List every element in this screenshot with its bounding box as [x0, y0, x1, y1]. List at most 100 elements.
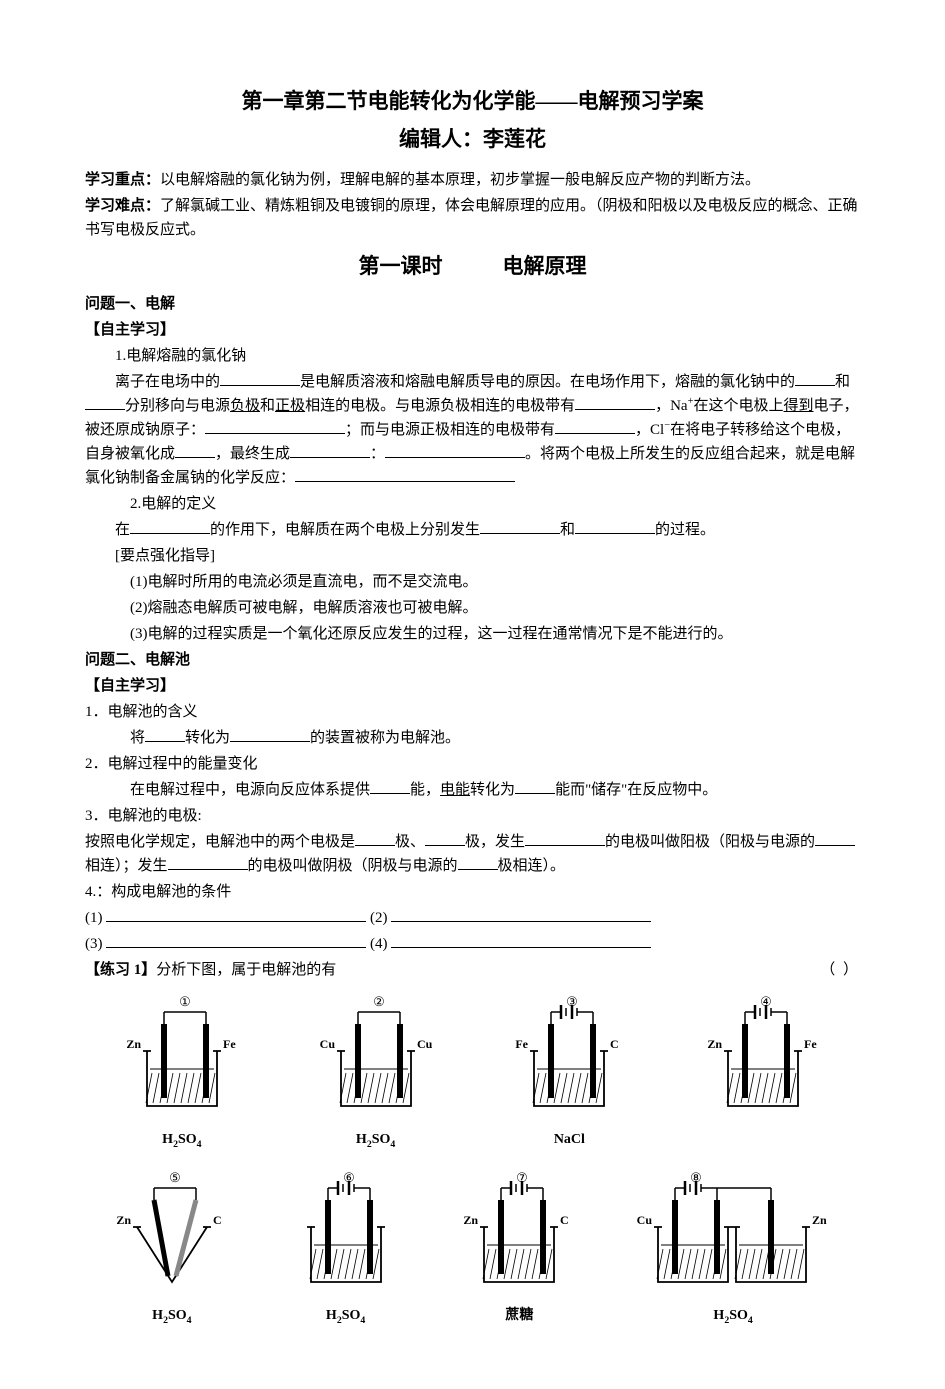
t: 极、: [395, 834, 425, 850]
t: 在电解过程中，电源向反应体系提供: [130, 782, 370, 798]
q1-item1-title: 1.电解熔融的氯化钠: [85, 344, 860, 368]
conds-row2: (3) (4): [85, 932, 860, 956]
answer-paren: （ ）: [820, 958, 860, 982]
svg-text:①: ①: [179, 996, 191, 1009]
blank: [290, 443, 370, 458]
t: 的作用下，电解质在两个电极上分别发生: [210, 522, 480, 538]
q2-title: 问题二、电解池: [85, 648, 860, 672]
cell-5: ⑤ Zn C H2SO4: [97, 1172, 247, 1328]
conds-row1: (1) (2): [85, 906, 860, 930]
t: 和: [835, 374, 850, 390]
cell-bottom-3: NaCl: [554, 1129, 585, 1151]
t: 按照电化学规定，电解池中的两个电极是: [85, 834, 355, 850]
blank: [458, 855, 498, 870]
q1-p1: 离子在电场中的是电解质溶液和熔融电解质导电的原因。在电场作用下，熔融的氯化钠中的…: [85, 370, 860, 490]
t: 极相连）。: [498, 858, 566, 874]
t: 分别移向与电源: [125, 398, 230, 414]
t: ，最终生成: [215, 446, 290, 462]
focus-label: 学习重点：: [85, 172, 160, 188]
cell-bottom-5: H2SO4: [152, 1305, 191, 1328]
blank: [575, 395, 655, 410]
blank: [795, 371, 835, 386]
t: 将: [130, 730, 145, 746]
blank: [205, 419, 345, 434]
blank: [106, 907, 366, 922]
t: 在: [115, 522, 130, 538]
t: 离子在电场中的: [115, 374, 220, 390]
cell-3: ③ Fe C NaCl: [494, 996, 644, 1152]
cell-svg-3: ③ Fe C: [494, 996, 644, 1126]
t: 在这个电极上: [694, 398, 784, 414]
practice-1: 【练习 1】分析下图，属于电解池的有 （ ）: [85, 958, 860, 982]
blank: [391, 907, 651, 922]
t: ；而与电源正极相连的电极带有: [345, 422, 555, 438]
blank: [391, 933, 651, 948]
q2-i2: 2．电解过程中的能量变化: [85, 752, 860, 776]
svg-text:Fe: Fe: [804, 1037, 817, 1051]
svg-text:C: C: [213, 1213, 222, 1227]
svg-text:C: C: [610, 1037, 619, 1051]
t: 负极: [230, 398, 260, 414]
t: 和: [560, 522, 575, 538]
q1-selfstudy: 【自主学习】: [85, 318, 860, 342]
t: 能而"储存"在反应物中。: [555, 782, 717, 798]
svg-text:C: C: [560, 1213, 569, 1227]
t: 的装置被称为电解池。: [310, 730, 460, 746]
q2-i4: 4.：构成电解池的条件: [85, 880, 860, 904]
t: 电能: [440, 782, 470, 798]
t: 和: [260, 398, 275, 414]
cell-svg-8: ⑧ Cu Zn: [618, 1172, 848, 1302]
t: 正极: [275, 398, 305, 414]
cell-bottom-1: H2SO4: [162, 1129, 201, 1152]
svg-text:⑤: ⑤: [169, 1172, 181, 1185]
doc-editor: 编辑人：李莲花: [85, 123, 860, 157]
difficulty-text: 了解氯碱工业、精炼粗铜及电镀铜的原理，体会电解原理的应用。（阴极和阳极以及电极反…: [85, 198, 858, 238]
cell-svg-2: ② Cu Cu: [301, 996, 451, 1126]
cell-svg-4: ④ Zn Fe: [688, 996, 838, 1126]
blank: [85, 395, 125, 410]
cell-bottom-7: 蔗糖: [505, 1305, 533, 1327]
svg-text:Zn: Zn: [464, 1213, 479, 1227]
t: ：: [370, 446, 385, 462]
blank: [555, 419, 635, 434]
cell-7: ⑦ Zn C 蔗糖: [444, 1172, 594, 1328]
blank: [130, 519, 210, 534]
blank: [145, 727, 185, 742]
g1: (1)电解时所用的电流必须是直流电，而不是交流电。: [85, 570, 860, 594]
cell-2: ② Cu Cu H2SO4: [301, 996, 451, 1152]
cell-bottom-6: H2SO4: [326, 1305, 365, 1328]
cell-svg-5: ⑤ Zn C: [97, 1172, 247, 1302]
blank: [815, 831, 855, 846]
q2-i1: 1．电解池的含义: [85, 700, 860, 724]
q2-i3: 3．电解池的电极:: [85, 804, 860, 828]
cell-bottom-8: H2SO4: [713, 1305, 752, 1328]
lesson-right: 电解原理: [503, 254, 587, 278]
t: (3)电解的过程实质是一个氧化还原反应发生的过程，这一过程在通常情况下是不能进行…: [130, 626, 733, 642]
t: 转化为: [470, 782, 515, 798]
svg-text:Zn: Zn: [707, 1037, 722, 1051]
t: 得到: [784, 398, 814, 414]
diagram-row-2: ⑤ Zn C H2SO4 ⑥: [85, 1172, 860, 1328]
lesson-left: 第一课时: [359, 254, 443, 278]
t: (2): [370, 910, 388, 926]
svg-text:Zn: Zn: [126, 1037, 141, 1051]
cell-4: ④ Zn Fe: [688, 996, 838, 1152]
t: ，Na: [655, 398, 688, 414]
svg-text:Zn: Zn: [812, 1213, 827, 1227]
diagram-area: ① Zn Fe H2SO4 ②: [85, 996, 860, 1329]
blank: [515, 779, 555, 794]
blank: [220, 371, 300, 386]
svg-text:Cu: Cu: [319, 1037, 335, 1051]
g2: (2)熔融态电解质可被电解，电解质溶液也可被电解。: [85, 596, 860, 620]
t: 极，发生: [465, 834, 525, 850]
cell-bottom-2: H2SO4: [356, 1129, 395, 1152]
blank: [480, 519, 560, 534]
svg-text:Cu: Cu: [637, 1213, 653, 1227]
guide-title: [要点强化指导]: [85, 544, 860, 568]
blank: [106, 933, 366, 948]
difficulty-label: 学习难点：: [85, 198, 160, 214]
blank: [385, 443, 525, 458]
svg-text:②: ②: [373, 996, 385, 1009]
t: 的电极叫做阴极（阴极与电源的: [248, 858, 458, 874]
diagram-row-1: ① Zn Fe H2SO4 ②: [85, 996, 860, 1152]
